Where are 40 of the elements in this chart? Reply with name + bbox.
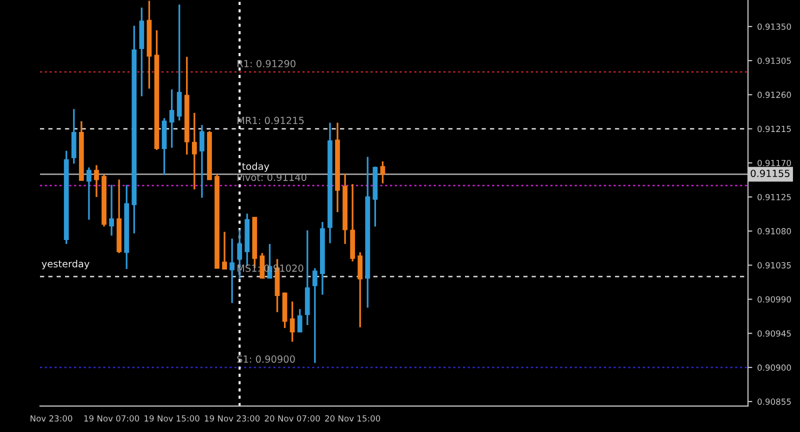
x-tick-label: 20 Nov 15:00 xyxy=(325,415,380,422)
x-tick-label: 20 Nov 07:00 xyxy=(264,415,320,422)
y-tick-label: 0.91350 xyxy=(758,24,791,30)
ref-line-label: R1: 0.91290 xyxy=(238,60,296,68)
ref-line-label: Pivot: 0.91140 xyxy=(238,173,306,181)
candlestick xyxy=(260,252,265,279)
candlestick xyxy=(176,4,182,122)
candlestick xyxy=(230,238,234,304)
ref-line-label: MR1: 0.91215 xyxy=(238,116,304,124)
y-tick-label: 0.91215 xyxy=(758,126,791,132)
candlestick xyxy=(312,267,318,364)
y-tick-label: 0.90945 xyxy=(758,330,791,337)
candlestick xyxy=(222,230,227,270)
candlestick xyxy=(169,88,174,149)
x-tick-label: Nov 23:00 xyxy=(30,415,72,422)
x-tick-label: 19 Nov 07:00 xyxy=(84,415,140,422)
candlestick xyxy=(86,166,92,221)
annotation: yesterday xyxy=(42,260,90,270)
y-tick-label: 0.90855 xyxy=(758,398,791,405)
candlestick xyxy=(94,164,99,198)
candlestick xyxy=(109,184,114,236)
candlestick xyxy=(200,124,204,199)
y-tick-label: 0.90990 xyxy=(758,296,791,303)
x-tick-label: 19 Nov 15:00 xyxy=(144,415,200,422)
y-tick-label: 0.91035 xyxy=(758,262,791,268)
candlestick xyxy=(290,300,295,343)
y-tick-label: 0.91260 xyxy=(758,92,791,98)
candlestick xyxy=(380,160,386,184)
x-tick-label: 19 Nov 23:00 xyxy=(204,415,260,422)
y-tick-label: 0.91305 xyxy=(758,58,791,64)
candlestick xyxy=(358,251,363,328)
candlestick xyxy=(297,308,302,333)
y-tick-label: 0.91170 xyxy=(758,160,791,166)
ref-line-label: S1: 0.90900 xyxy=(237,355,295,363)
candlestick xyxy=(192,112,197,190)
y-tick-label: 0.91125 xyxy=(758,194,791,200)
y-tick-label: 0.90900 xyxy=(758,364,791,371)
ref-line-label: 0.91155 xyxy=(750,170,790,178)
y-tick-label: 0.91080 xyxy=(758,228,791,234)
ref-line-label: today xyxy=(242,162,270,172)
